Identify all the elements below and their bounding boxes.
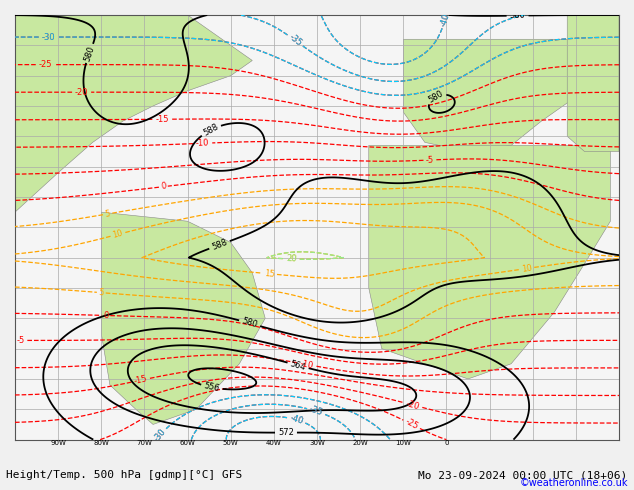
Text: 70W: 70W — [136, 440, 152, 445]
Text: 30W: 30W — [309, 440, 325, 445]
Text: 0: 0 — [444, 440, 449, 445]
Text: 80W: 80W — [93, 440, 109, 445]
Text: 5: 5 — [104, 209, 111, 219]
Text: 580: 580 — [427, 89, 445, 105]
Polygon shape — [403, 39, 611, 151]
Text: -5: -5 — [17, 336, 25, 345]
Text: 20: 20 — [287, 254, 297, 264]
Text: -35: -35 — [287, 33, 303, 48]
Text: 556: 556 — [203, 381, 221, 393]
Text: -30: -30 — [41, 32, 55, 42]
Text: -25: -25 — [403, 417, 420, 432]
Text: 40W: 40W — [266, 440, 281, 445]
Text: 0: 0 — [103, 311, 108, 320]
Text: -40: -40 — [439, 12, 451, 28]
Text: 15: 15 — [264, 269, 275, 279]
Text: 10W: 10W — [396, 440, 411, 445]
Text: 580: 580 — [241, 317, 259, 330]
Text: -10: -10 — [300, 359, 314, 370]
Text: 588: 588 — [202, 122, 220, 138]
Text: -20: -20 — [405, 399, 421, 411]
Polygon shape — [15, 15, 252, 212]
Polygon shape — [101, 212, 265, 424]
Text: 10: 10 — [521, 263, 533, 274]
Text: 20W: 20W — [353, 440, 368, 445]
Text: 564: 564 — [289, 359, 307, 372]
Text: 580: 580 — [510, 11, 526, 20]
Text: -30: -30 — [152, 427, 167, 443]
Polygon shape — [369, 146, 611, 379]
Text: -15: -15 — [155, 115, 169, 124]
Text: Mo 23-09-2024 00:00 UTC (18+06): Mo 23-09-2024 00:00 UTC (18+06) — [418, 470, 628, 480]
Text: -35: -35 — [287, 33, 303, 48]
Text: -25: -25 — [39, 60, 52, 69]
Text: ©weatheronline.co.uk: ©weatheronline.co.uk — [519, 478, 628, 488]
Text: -10: -10 — [196, 139, 210, 148]
Text: 5: 5 — [98, 288, 104, 297]
Text: 580: 580 — [82, 45, 96, 62]
Text: -35: -35 — [308, 405, 324, 418]
Text: -5: -5 — [425, 155, 434, 165]
Text: -30: -30 — [152, 427, 167, 443]
Text: 50W: 50W — [223, 440, 238, 445]
Text: 90W: 90W — [50, 440, 66, 445]
Text: 10: 10 — [112, 229, 124, 240]
Text: -20: -20 — [75, 88, 88, 97]
Text: -40: -40 — [439, 12, 451, 28]
Text: -30: -30 — [41, 32, 55, 42]
Text: -40: -40 — [288, 414, 304, 426]
Text: -15: -15 — [133, 374, 148, 386]
Text: -40: -40 — [288, 414, 304, 426]
Polygon shape — [567, 15, 619, 151]
Text: 572: 572 — [278, 428, 294, 437]
Text: 588: 588 — [210, 238, 229, 252]
Text: -35: -35 — [308, 405, 324, 418]
Text: 20: 20 — [287, 254, 297, 264]
Text: 60W: 60W — [179, 440, 195, 445]
Text: 0: 0 — [160, 182, 167, 192]
Text: Height/Temp. 500 hPa [gdmp][°C] GFS: Height/Temp. 500 hPa [gdmp][°C] GFS — [6, 470, 243, 480]
